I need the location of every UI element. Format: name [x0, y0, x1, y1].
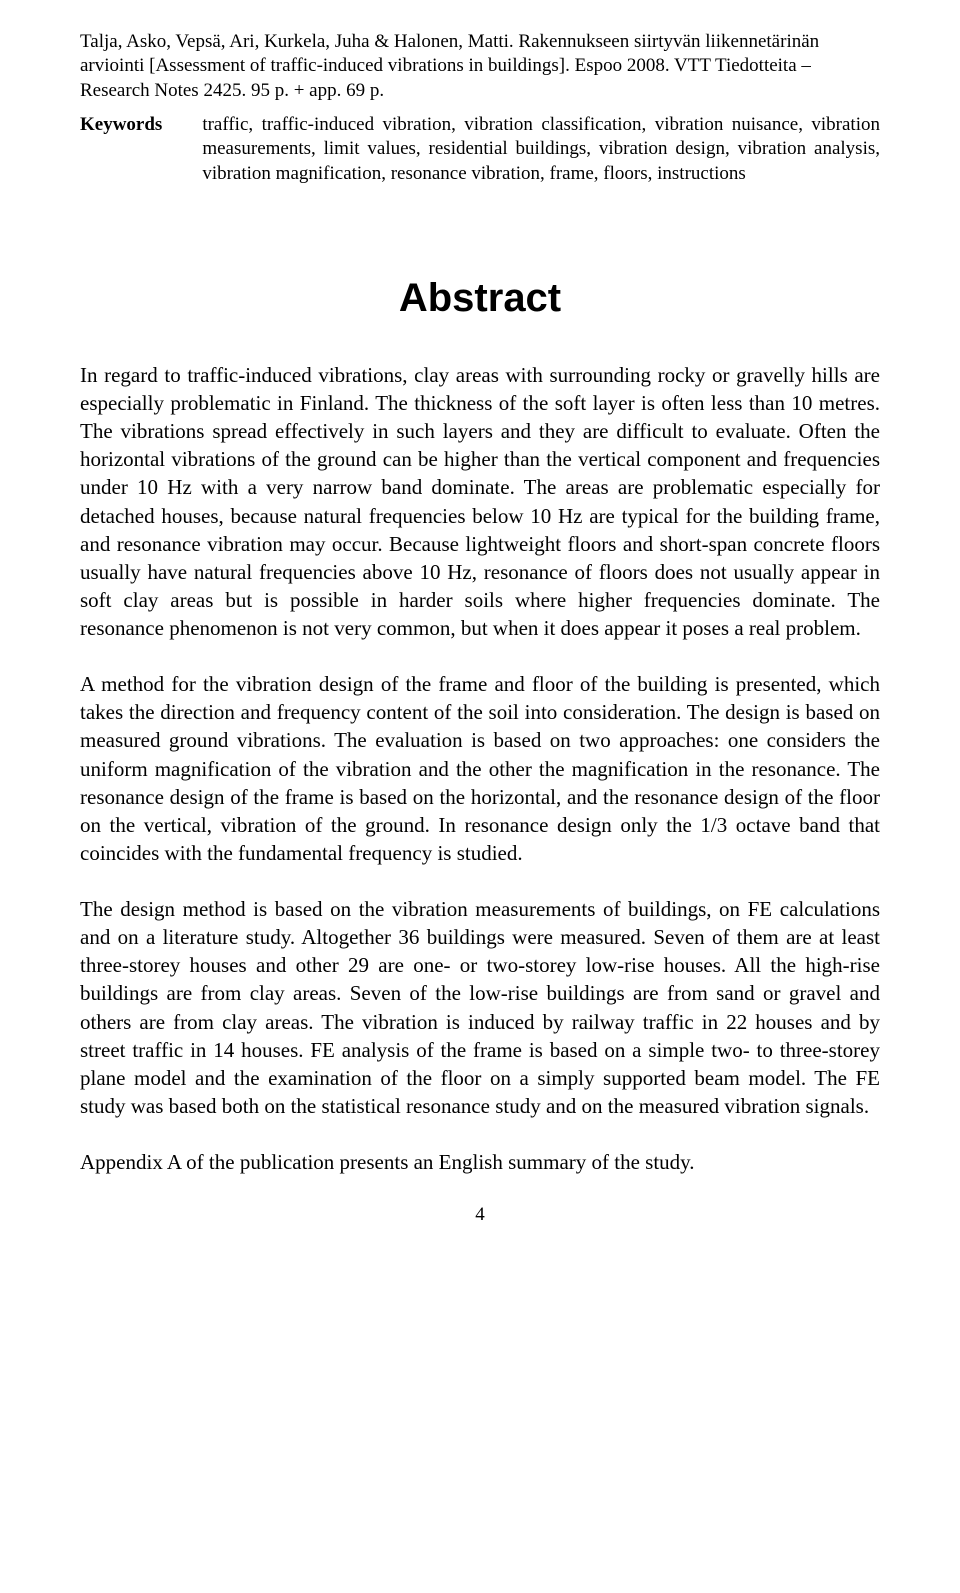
abstract-paragraph: The design method is based on the vibrat… [80, 895, 880, 1120]
abstract-title: Abstract [80, 276, 880, 321]
keywords-label: Keywords [80, 113, 202, 137]
abstract-paragraph: In regard to traffic-induced vibrations,… [80, 361, 880, 642]
keywords-block: Keywords traffic, traffic-induced vibrat… [80, 113, 880, 186]
page-number: 4 [80, 1204, 880, 1226]
keywords-text: traffic, traffic-induced vibration, vibr… [202, 113, 880, 186]
abstract-paragraph: A method for the vibration design of the… [80, 670, 880, 867]
abstract-paragraph: Appendix A of the publication presents a… [80, 1148, 880, 1176]
document-page: Talja, Asko, Vepsä, Ari, Kurkela, Juha &… [0, 0, 960, 1266]
citation-text: Talja, Asko, Vepsä, Ari, Kurkela, Juha &… [80, 30, 880, 103]
